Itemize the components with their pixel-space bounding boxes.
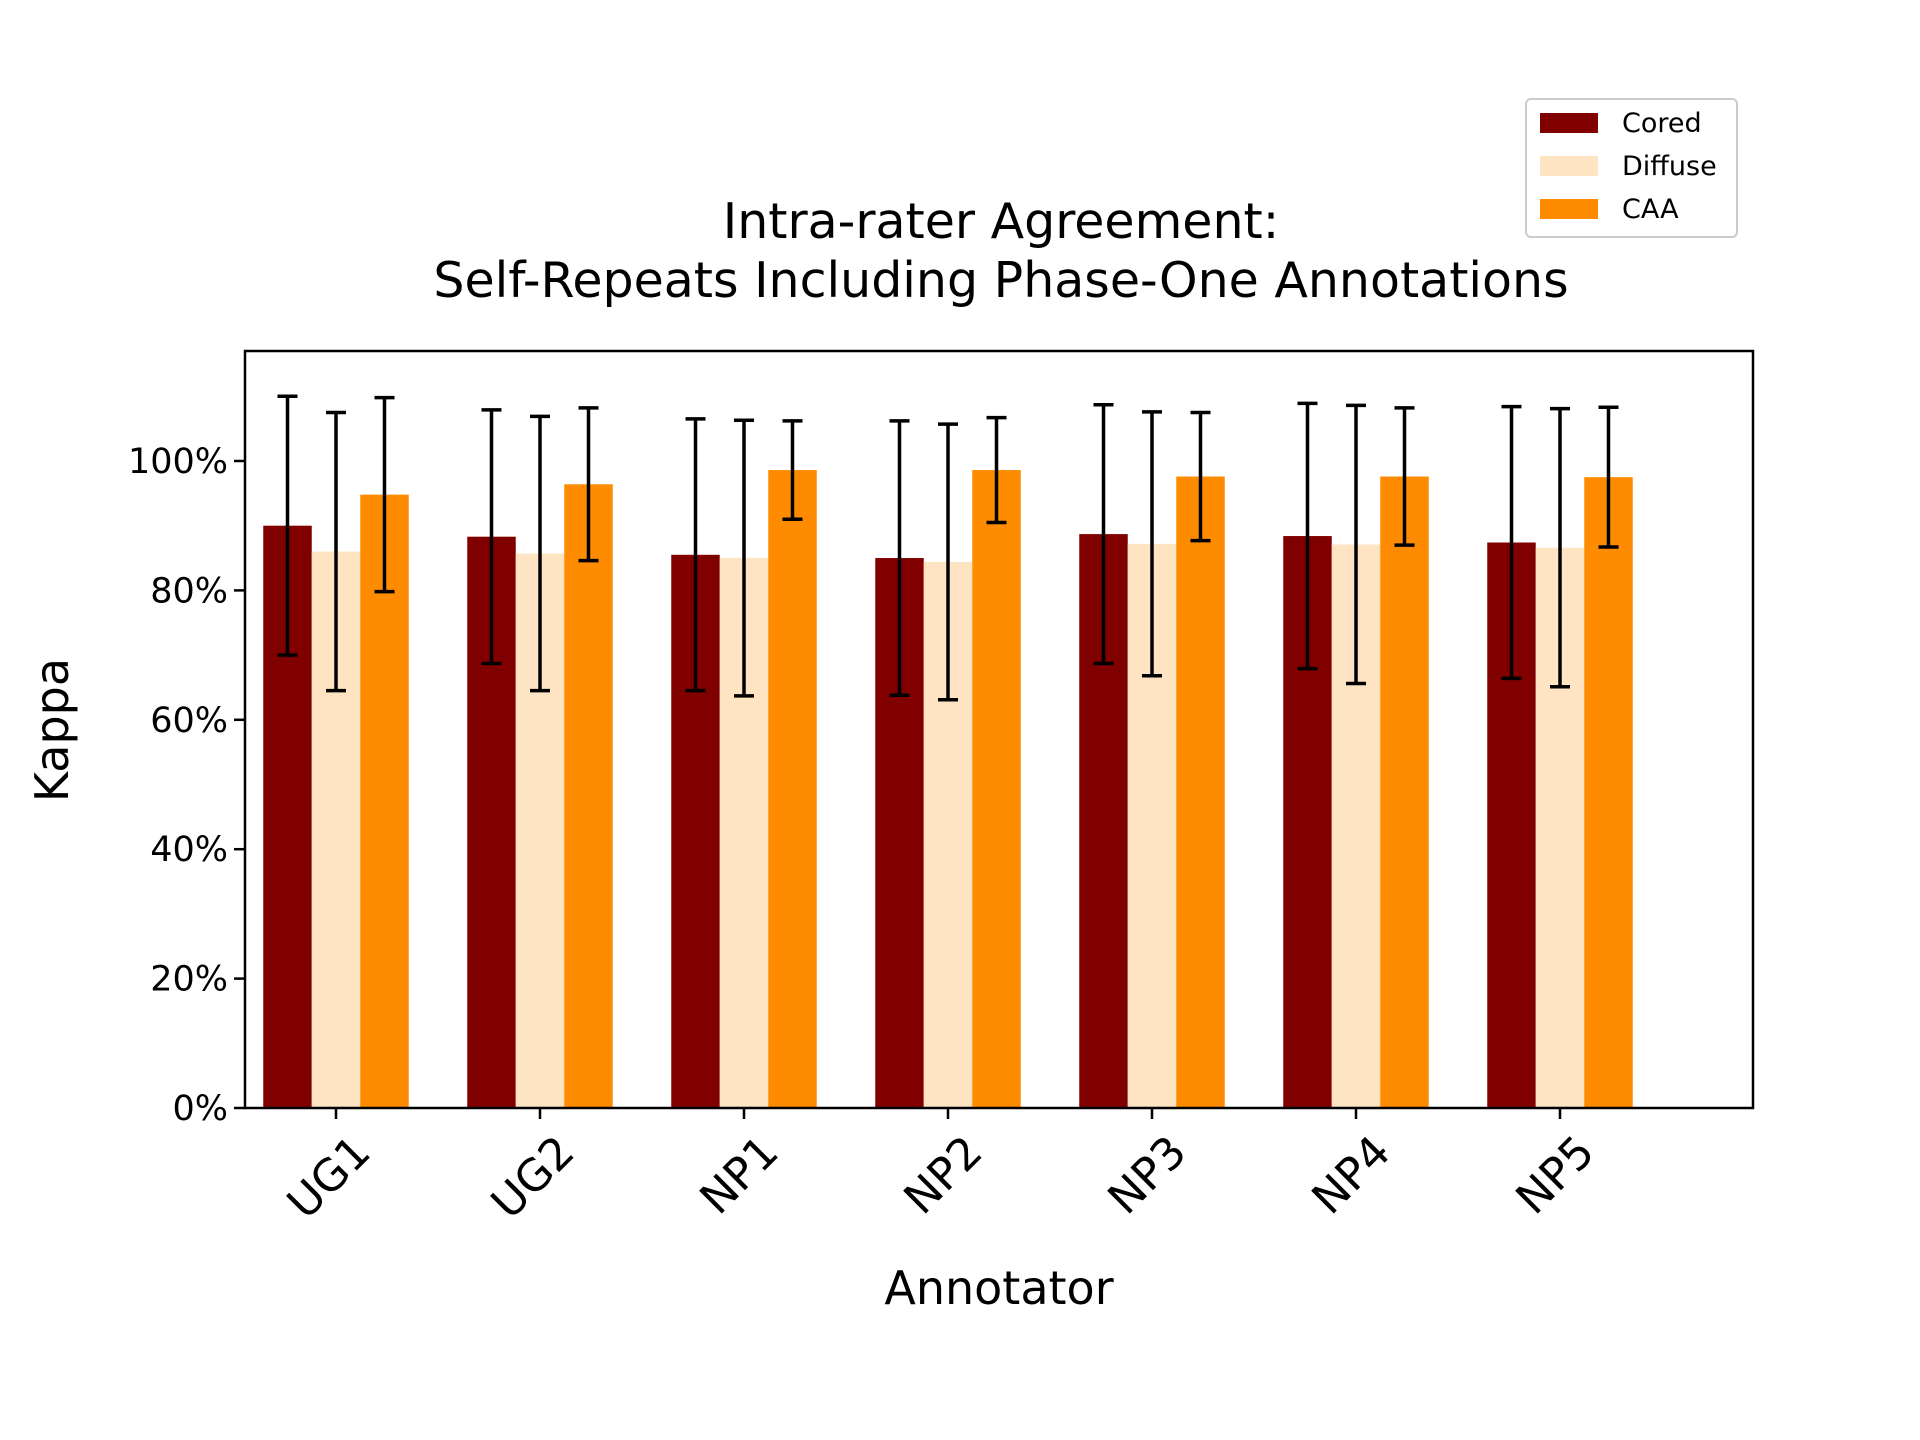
x-tick-label-ug1: UG1 (278, 1126, 381, 1229)
error-bar-cored-ug2 (481, 408, 502, 666)
x-tick-label-np1: NP1 (691, 1126, 789, 1224)
bar-caa-np2 (972, 470, 1021, 1108)
y-tick-label: 100% (128, 442, 228, 482)
error-bar-caa-np1 (782, 419, 803, 521)
chart-title: Intra-rater Agreement: (723, 193, 1279, 250)
legend-swatch-diffuse (1540, 156, 1598, 176)
bars-layer (263, 470, 1633, 1109)
legend-label-diffuse: Diffuse (1622, 151, 1717, 182)
bar-caa-np4 (1380, 476, 1429, 1108)
x-axis: UG1 UG2 NP1 NP2 NP3 NP4 NP5 (278, 1108, 1605, 1229)
bar-caa-np3 (1176, 476, 1225, 1108)
legend-swatch-caa (1540, 199, 1598, 219)
y-tick-label: 40% (150, 830, 228, 870)
bar-caa-np5 (1584, 477, 1633, 1109)
legend-label-cored: Cored (1622, 108, 1702, 139)
x-tick-label-ug2: UG2 (482, 1126, 585, 1229)
chart-subtitle: Self-Repeats Including Phase-One Annotat… (433, 252, 1568, 309)
error-bar-diffuse-np2 (938, 422, 958, 702)
error-bar-cored-np1 (685, 417, 706, 693)
error-bar-cored-ug1 (277, 394, 298, 657)
error-bar-caa-np2 (986, 415, 1007, 525)
y-tick-label: 0% (172, 1089, 228, 1129)
y-tick-label: 80% (150, 571, 228, 611)
error-bar-caa-ug1 (374, 395, 395, 594)
error-bar-diffuse-ug1 (326, 410, 346, 693)
y-tick-label: 60% (150, 701, 228, 741)
error-bar-caa-ug2 (578, 406, 599, 563)
x-tick-label-np2: NP2 (895, 1126, 993, 1224)
legend-swatch-cored (1540, 113, 1598, 133)
error-bar-diffuse-np3 (1142, 410, 1162, 678)
y-axis: 0% 20% 40% 60% 80% 100% (128, 442, 245, 1129)
y-axis-label: Kappa (25, 658, 79, 802)
error-bar-cored-np3 (1093, 402, 1114, 666)
plot-frame (243, 349, 1755, 1110)
bar-caa-ug2 (564, 484, 613, 1108)
error-bar-cored-np2 (889, 419, 910, 697)
x-axis-label: Annotator (884, 1261, 1113, 1315)
error-bar-cored-np5 (1501, 404, 1522, 681)
errorbars-layer (277, 394, 1619, 702)
x-tick-label-np3: NP3 (1099, 1126, 1197, 1224)
x-tick-label-np5: NP5 (1507, 1126, 1605, 1224)
legend-label-caa: CAA (1622, 194, 1679, 225)
bar-caa-np1 (768, 470, 817, 1108)
legend: Cored Diffuse CAA (1525, 98, 1738, 238)
error-bar-diffuse-ug2 (530, 414, 550, 693)
error-bar-cored-np4 (1297, 401, 1318, 671)
y-tick-label: 20% (150, 960, 228, 1000)
bar-caa-ug1 (360, 494, 409, 1109)
error-bar-caa-np5 (1598, 405, 1619, 549)
error-bar-diffuse-np4 (1346, 403, 1366, 686)
x-tick-label-np4: NP4 (1303, 1126, 1401, 1224)
error-bar-diffuse-np1 (734, 418, 754, 698)
error-bar-caa-np4 (1394, 406, 1415, 547)
error-bar-caa-np3 (1190, 410, 1211, 543)
error-bar-diffuse-np5 (1550, 406, 1570, 689)
